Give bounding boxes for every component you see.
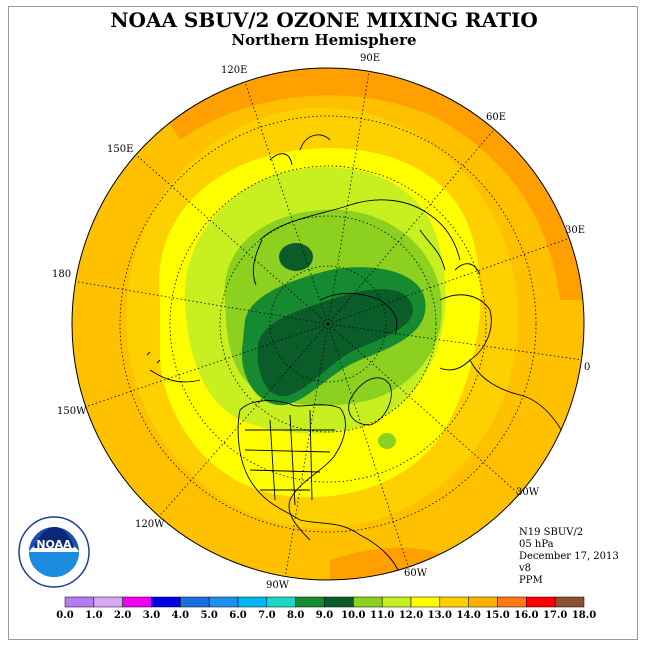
- noaa-logo-text: NOAA: [36, 538, 72, 551]
- lon-label-60e: 60E: [486, 112, 506, 123]
- colorbar-swatch: [295, 596, 325, 608]
- map-subtitle: Northern Hemisphere: [231, 31, 417, 49]
- colorbar-tick-label: 8.0: [287, 610, 304, 621]
- colorbar-tick-label: 3.0: [143, 610, 160, 621]
- colorbar-tick-label: 15.0: [485, 610, 509, 621]
- region-green-patch: [279, 243, 313, 271]
- colorbar-swatch: [554, 596, 585, 608]
- colorbar-swatch: [266, 596, 296, 608]
- lon-label-120w: 120W: [135, 519, 165, 530]
- colorbar-swatch: [439, 596, 469, 608]
- noaa-logo: NOAA: [18, 516, 90, 588]
- colorbar-tick-label: 13.0: [428, 610, 452, 621]
- map-title: NOAA SBUV/2 OZONE MIXING RATIO: [110, 8, 538, 32]
- colorbar-swatch: [122, 596, 152, 608]
- region-darkest-green: [257, 289, 413, 397]
- lon-label-30w: 30W: [516, 487, 540, 498]
- info-instrument: N19 SBUV/2: [519, 527, 584, 538]
- lon-label-180: 180: [52, 269, 71, 280]
- colorbar-tick-label: 9.0: [316, 610, 333, 621]
- lon-label-30e: 30E: [565, 225, 585, 236]
- colorbar-swatch: [497, 596, 527, 608]
- lon-label-150e: 150E: [107, 144, 133, 155]
- colorbar-tick-label: 7.0: [258, 610, 275, 621]
- colorbar-swatch: [324, 596, 354, 608]
- colorbar-tick-label: 4.0: [172, 610, 189, 621]
- colorbar-tick-label: 14.0: [456, 610, 480, 621]
- colorbar-swatch: [180, 596, 210, 608]
- info-level: 05 hPa: [519, 539, 554, 550]
- colorbar-tick-label: 6.0: [229, 610, 246, 621]
- colorbar-tick-label: 12.0: [399, 610, 423, 621]
- colorbar-tick-label: 16.0: [514, 610, 538, 621]
- lon-label-120e: 120E: [221, 65, 247, 76]
- info-units: PPM: [519, 575, 543, 586]
- colorbar-tick-label: 1.0: [85, 610, 102, 621]
- data-info-block: N19 SBUV/2 05 hPa December 17, 2013 v8 P…: [519, 527, 619, 587]
- colorbar-swatch: [93, 596, 123, 608]
- lon-label-60w: 60W: [404, 568, 428, 579]
- map-boundary: [71, 67, 585, 581]
- colorbar-tick-label: 17.0: [543, 610, 567, 621]
- colorbar-tick-label: 18.0: [572, 610, 596, 621]
- colorbar-swatch: [237, 596, 268, 608]
- colorbar-swatch: [208, 596, 239, 608]
- colorbar-swatch: [410, 596, 441, 608]
- coastlines: [146, 134, 572, 576]
- colorbar-tick-label: 10.0: [341, 610, 365, 621]
- colorbar-swatch: [64, 596, 95, 608]
- colorbar: 0.0 1.0 2.0 3.0 4.0 5.0 6.0 7.0 8.0 9.0 10.0 11.0 12…: [56, 596, 596, 621]
- colorbar-swatch: [353, 596, 383, 608]
- lon-label-90e: 90E: [360, 53, 380, 64]
- region-green-dot: [378, 433, 396, 449]
- colorbar-tick-label: 11.0: [370, 610, 394, 621]
- colorbar-swatch: [381, 596, 412, 608]
- info-date: December 17, 2013: [519, 551, 619, 562]
- colorbar-swatch: [151, 596, 181, 608]
- lon-label-90w: 90W: [266, 580, 290, 591]
- colorbar-swatch: [468, 596, 498, 608]
- lon-label-0: 0: [584, 362, 590, 373]
- info-version: v8: [519, 563, 532, 574]
- colorbar-tick-label: 0.0: [56, 610, 73, 621]
- lon-label-150w: 150W: [57, 406, 87, 417]
- colorbar-tick-label: 5.0: [200, 610, 217, 621]
- figure-frame: [8, 6, 638, 640]
- colorbar-swatch: [526, 596, 556, 608]
- colorbar-tick-label: 2.0: [114, 610, 131, 621]
